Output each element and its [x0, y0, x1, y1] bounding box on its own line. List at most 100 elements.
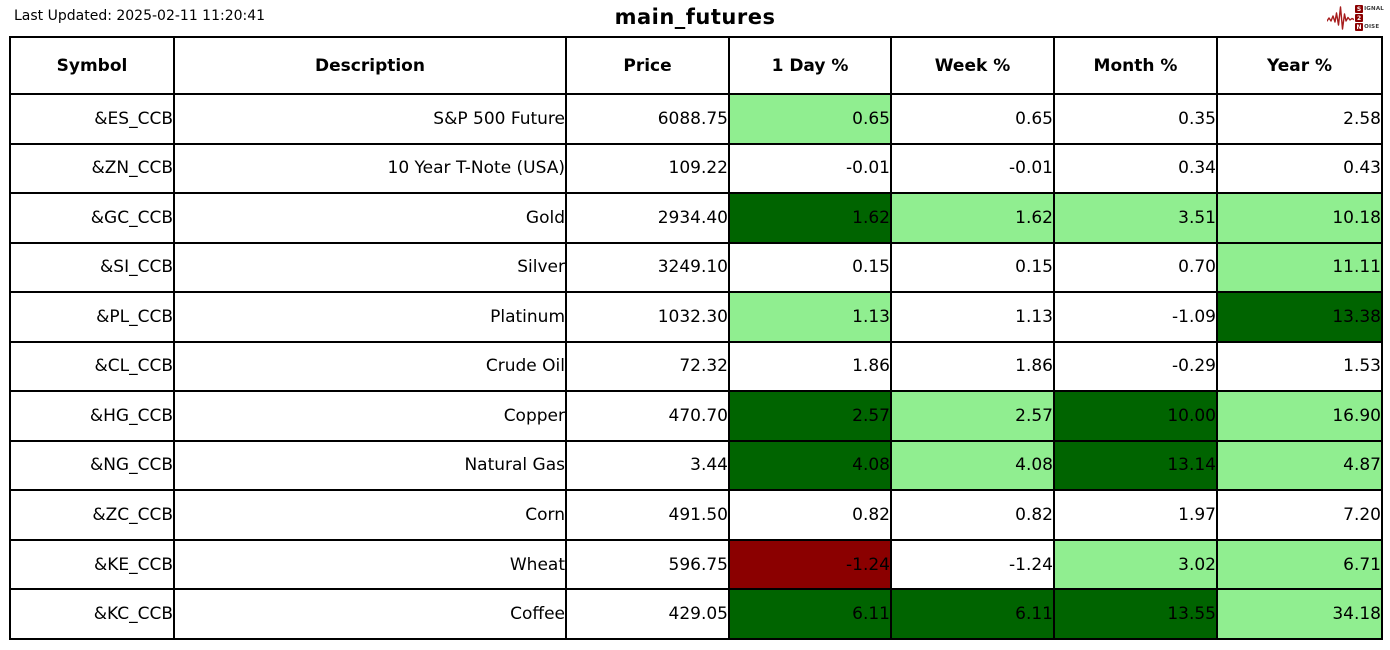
symbol-cell: &HG_CCB — [9, 390, 175, 442]
symbol-cell: &KE_CCB — [9, 538, 175, 591]
description-cell: Natural Gas — [173, 439, 567, 492]
column-header-month: Month % — [1053, 36, 1218, 95]
month-pct-cell: 13.55 — [1053, 588, 1218, 640]
price-cell: 1032.30 — [565, 291, 730, 343]
day-pct-cell: 0.82 — [728, 489, 892, 541]
price-cell: 3249.10 — [565, 241, 730, 294]
table-body: &ES_CCB S&P 500 Future 6088.75 0.65 0.65 0.35… — [9, 93, 1383, 640]
day-pct-cell: -0.01 — [728, 142, 892, 195]
symbol-cell: &SI_CCB — [9, 241, 175, 294]
description-cell: Silver — [173, 241, 567, 294]
day-pct-cell: 1.62 — [728, 192, 892, 244]
price-cell: 491.50 — [565, 489, 730, 541]
week-pct-cell: 0.82 — [890, 489, 1055, 541]
description-cell: Platinum — [173, 291, 567, 343]
column-header-description: Description — [173, 36, 567, 95]
month-pct-cell: 0.70 — [1053, 241, 1218, 294]
year-pct-cell: 6.71 — [1216, 538, 1383, 591]
column-header-year: Year % — [1216, 36, 1383, 95]
week-pct-cell: 1.13 — [890, 291, 1055, 343]
column-header-week: Week % — [890, 36, 1055, 95]
description-cell: Coffee — [173, 588, 567, 640]
logo-letter-2: 2 — [1355, 14, 1364, 22]
month-pct-cell: -0.29 — [1053, 340, 1218, 393]
description-cell: Copper — [173, 390, 567, 442]
month-pct-cell: 0.35 — [1053, 93, 1218, 145]
table-row: &CL_CCB Crude Oil 72.32 1.86 1.86 -0.29 1.53 — [9, 340, 1383, 393]
table-row: &NG_CCB Natural Gas 3.44 4.08 4.08 13.14 4.87 — [9, 439, 1383, 492]
table-row: &ZC_CCB Corn 491.50 0.82 0.82 1.97 7.20 — [9, 489, 1383, 541]
last-updated-timestamp: Last Updated: 2025-02-11 11:20:41 — [14, 8, 266, 24]
week-pct-cell: 1.62 — [890, 192, 1055, 244]
month-pct-cell: 3.02 — [1053, 538, 1218, 591]
day-pct-cell: 2.57 — [728, 390, 892, 442]
symbol-cell: &GC_CCB — [9, 192, 175, 244]
symbol-cell: &CL_CCB — [9, 340, 175, 393]
logo-wordmark: S IGNAL 2 N OISE — [1355, 5, 1384, 31]
table-row: &KC_CCB Coffee 429.05 6.11 6.11 13.55 34.18 — [9, 588, 1383, 640]
month-pct-cell: 13.14 — [1053, 439, 1218, 492]
logo-signal-text: IGNAL — [1364, 6, 1384, 12]
month-pct-cell: 10.00 — [1053, 390, 1218, 442]
month-pct-cell: 0.34 — [1053, 142, 1218, 195]
week-pct-cell: 0.15 — [890, 241, 1055, 294]
table-header: Symbol Description Price 1 Day % Week % … — [9, 36, 1383, 95]
table-row: &PL_CCB Platinum 1032.30 1.13 1.13 -1.09 13.38 — [9, 291, 1383, 343]
price-cell: 3.44 — [565, 439, 730, 492]
table-row: &ZN_CCB 10 Year T-Note (USA) 109.22 -0.01 -0… — [9, 142, 1383, 195]
week-pct-cell: 1.86 — [890, 340, 1055, 393]
day-pct-cell: 4.08 — [728, 439, 892, 492]
day-pct-cell: 1.86 — [728, 340, 892, 393]
week-pct-cell: 0.65 — [890, 93, 1055, 145]
price-cell: 2934.40 — [565, 192, 730, 244]
day-pct-cell: 0.15 — [728, 241, 892, 294]
logo-noise-text: OISE — [1364, 24, 1380, 30]
year-pct-cell: 1.53 — [1216, 340, 1383, 393]
symbol-cell: &PL_CCB — [9, 291, 175, 343]
symbol-cell: &ZN_CCB — [9, 142, 175, 195]
week-pct-cell: -0.01 — [890, 142, 1055, 195]
day-pct-cell: -1.24 — [728, 538, 892, 591]
price-cell: 72.32 — [565, 340, 730, 393]
description-cell: Gold — [173, 192, 567, 244]
month-pct-cell: 3.51 — [1053, 192, 1218, 244]
column-header-price: Price — [565, 36, 730, 95]
week-pct-cell: 4.08 — [890, 439, 1055, 492]
year-pct-cell: 11.11 — [1216, 241, 1383, 294]
year-pct-cell: 2.58 — [1216, 93, 1383, 145]
year-pct-cell: 13.38 — [1216, 291, 1383, 343]
day-pct-cell: 0.65 — [728, 93, 892, 145]
year-pct-cell: 4.87 — [1216, 439, 1383, 492]
price-cell: 6088.75 — [565, 93, 730, 145]
header-row: Symbol Description Price 1 Day % Week % … — [9, 36, 1383, 95]
week-pct-cell: 6.11 — [890, 588, 1055, 640]
week-pct-cell: 2.57 — [890, 390, 1055, 442]
column-header-symbol: Symbol — [9, 36, 175, 95]
heartbeat-waveform-icon — [1327, 5, 1355, 31]
description-cell: Wheat — [173, 538, 567, 591]
description-cell: S&P 500 Future — [173, 93, 567, 145]
price-cell: 470.70 — [565, 390, 730, 442]
description-cell: Crude Oil — [173, 340, 567, 393]
symbol-cell: &ZC_CCB — [9, 489, 175, 541]
year-pct-cell: 7.20 — [1216, 489, 1383, 541]
table-row: &HG_CCB Copper 470.70 2.57 2.57 10.00 16.90 — [9, 390, 1383, 442]
column-header-1day: 1 Day % — [728, 36, 892, 95]
table-row: &ES_CCB S&P 500 Future 6088.75 0.65 0.65 0.35… — [9, 93, 1383, 145]
price-cell: 109.22 — [565, 142, 730, 195]
month-pct-cell: -1.09 — [1053, 291, 1218, 343]
logo-letter-s: S — [1355, 5, 1364, 13]
page-title: main_futures — [614, 5, 776, 29]
year-pct-cell: 34.18 — [1216, 588, 1383, 640]
description-cell: 10 Year T-Note (USA) — [173, 142, 567, 195]
price-cell: 429.05 — [565, 588, 730, 640]
month-pct-cell: 1.97 — [1053, 489, 1218, 541]
signal2noise-logo: S IGNAL 2 N OISE — [1327, 2, 1384, 34]
table-row: &KE_CCB Wheat 596.75 -1.24 -1.24 3.02 6.71 — [9, 538, 1383, 591]
symbol-cell: &KC_CCB — [9, 588, 175, 640]
table-row: &GC_CCB Gold 2934.40 1.62 1.62 3.51 10.18 — [9, 192, 1383, 244]
day-pct-cell: 6.11 — [728, 588, 892, 640]
price-cell: 596.75 — [565, 538, 730, 591]
year-pct-cell: 0.43 — [1216, 142, 1383, 195]
